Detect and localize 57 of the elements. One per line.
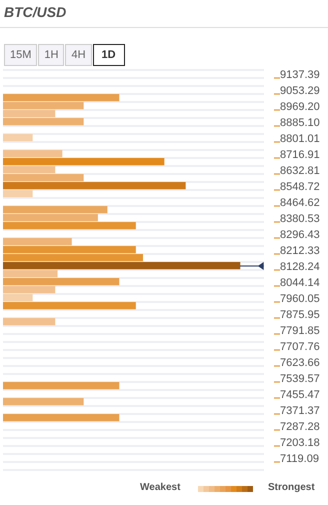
text: Strongest — [268, 482, 315, 493]
y-tick-label: 7203.18 — [280, 437, 320, 449]
y-tick-label: 8380.53 — [280, 213, 320, 225]
text: Weakest — [140, 482, 180, 493]
bar — [3, 286, 56, 294]
bar — [3, 382, 120, 390]
y-tick-label: 8716.91 — [280, 149, 320, 161]
bar — [3, 118, 84, 126]
text: 1H — [38, 44, 64, 66]
y-tick-label: 7119.09 — [280, 453, 319, 465]
bar — [3, 262, 240, 270]
bar — [3, 134, 33, 142]
y-tick-label: 7371.37 — [280, 405, 320, 417]
y-tick-label: 8548.72 — [280, 181, 320, 193]
y-tick-label: 8969.20 — [280, 101, 320, 113]
y-tick-label: 8801.01 — [280, 133, 320, 145]
bar — [3, 102, 84, 110]
text: 4H — [65, 44, 92, 66]
bar — [3, 94, 120, 102]
y-tick-label: 9053.29 — [280, 85, 320, 97]
bar — [3, 318, 56, 326]
bar — [3, 158, 164, 166]
y-tick-label: 7623.66 — [280, 357, 320, 369]
y-tick-label: 8885.10 — [280, 117, 320, 129]
y-tick-label: 9137.39 — [280, 69, 320, 81]
bar — [3, 222, 136, 230]
y-tick-label: 8212.33 — [280, 245, 320, 257]
y-tick-label: 8128.24 — [280, 261, 320, 273]
y-tick-label: 7791.85 — [280, 325, 320, 337]
y-tick-label: 8464.62 — [280, 197, 320, 209]
bar — [3, 294, 33, 302]
y-tick-label: 7707.76 — [280, 341, 320, 353]
bar — [3, 414, 120, 422]
bar — [3, 398, 84, 406]
y-tick-label: 7539.57 — [280, 373, 320, 385]
bar — [3, 238, 72, 246]
bar — [3, 270, 58, 278]
y-tick-label: 8044.14 — [280, 277, 320, 289]
y-tick-label: 7960.05 — [280, 293, 320, 305]
bar — [3, 110, 56, 118]
text: 15M — [4, 44, 38, 66]
bar — [3, 214, 98, 222]
chart-title: BTC/USD — [4, 4, 66, 20]
bar — [3, 150, 62, 158]
text: 1D — [92, 44, 125, 66]
y-tick-label: 8296.43 — [280, 229, 320, 241]
y-tick-label: 7287.28 — [280, 421, 320, 433]
y-tick-label: 7455.47 — [280, 389, 320, 401]
bar — [3, 302, 136, 310]
y-tick-label: 7875.95 — [280, 309, 320, 321]
bar — [3, 166, 56, 174]
bar — [3, 174, 84, 182]
bar — [3, 190, 33, 198]
bar — [3, 182, 186, 190]
y-tick-label: 8632.81 — [280, 165, 320, 177]
bar — [3, 278, 120, 286]
bar — [3, 206, 108, 214]
